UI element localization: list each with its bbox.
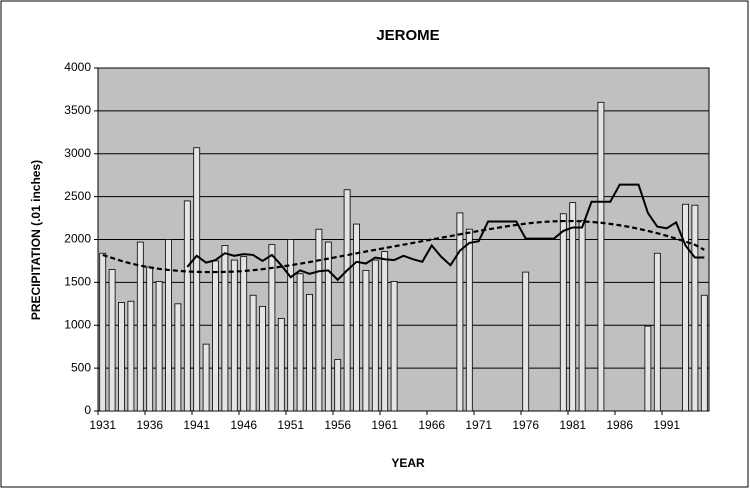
bar [456, 212, 464, 412]
y-tick-label: 3500 [64, 103, 91, 117]
bar [99, 252, 107, 412]
bar [700, 294, 708, 412]
x-tick-label: 1986 [606, 418, 633, 432]
bar [465, 228, 473, 412]
bar [127, 300, 135, 412]
bar [578, 220, 586, 412]
bar [212, 260, 219, 412]
bar [183, 200, 191, 412]
bar [202, 343, 210, 412]
x-tick-label: 1936 [136, 418, 163, 432]
bar [230, 259, 238, 412]
x-tick-label: 1951 [277, 418, 304, 432]
bar [691, 204, 699, 412]
average-line [186, 183, 705, 282]
x-axis-title: YEAR [391, 456, 425, 470]
y-axis-title: PRECIPITATION (.01 inches) [29, 160, 43, 320]
x-tick-label: 1946 [230, 418, 257, 432]
y-tick-label: 2000 [64, 232, 91, 246]
bar [315, 228, 323, 412]
x-tick-label: 1966 [418, 418, 445, 432]
bar [165, 239, 172, 412]
bar [522, 271, 530, 412]
bar [569, 202, 577, 412]
x-tick-label: 1956 [324, 418, 351, 432]
bar [259, 305, 266, 412]
y-tick-label: 1000 [64, 317, 91, 331]
bar [146, 266, 154, 412]
bar [136, 241, 144, 412]
bar [682, 203, 689, 412]
trend-line [102, 219, 705, 274]
bar [362, 269, 370, 412]
bar [653, 252, 661, 412]
y-tick-label: 3000 [64, 146, 91, 160]
y-tick-label: 4000 [64, 60, 91, 74]
bar [287, 239, 295, 412]
x-tick-label: 1931 [89, 418, 116, 432]
bar [343, 189, 351, 412]
bar [249, 294, 257, 412]
bar [644, 325, 652, 412]
bar [221, 245, 229, 412]
y-tick-label: 1500 [64, 275, 91, 289]
x-tick-label: 1981 [559, 418, 586, 432]
bar [296, 273, 304, 412]
y-tick-label: 2500 [64, 189, 91, 203]
x-tick-label: 1991 [653, 418, 680, 432]
y-tick-label: 0 [84, 403, 91, 417]
bar [174, 303, 182, 412]
bar [118, 302, 125, 412]
x-tick-label: 1941 [183, 418, 210, 432]
bar [559, 213, 567, 412]
bar [240, 256, 248, 412]
x-tick-label: 1976 [512, 418, 539, 432]
bar [324, 241, 332, 412]
bar [108, 269, 116, 412]
bar [277, 317, 285, 412]
y-tick-label: 500 [71, 360, 91, 374]
bar [390, 281, 398, 412]
bar [381, 251, 389, 412]
chart-title: JEROME [376, 27, 439, 44]
bar [155, 281, 163, 412]
bar [334, 359, 342, 412]
bar [193, 147, 201, 412]
bar [306, 293, 313, 412]
bar [597, 101, 605, 412]
bar [268, 244, 276, 412]
x-tick-label: 1961 [371, 418, 398, 432]
bar [353, 223, 360, 412]
x-tick-label: 1971 [465, 418, 492, 432]
bar [371, 259, 379, 412]
